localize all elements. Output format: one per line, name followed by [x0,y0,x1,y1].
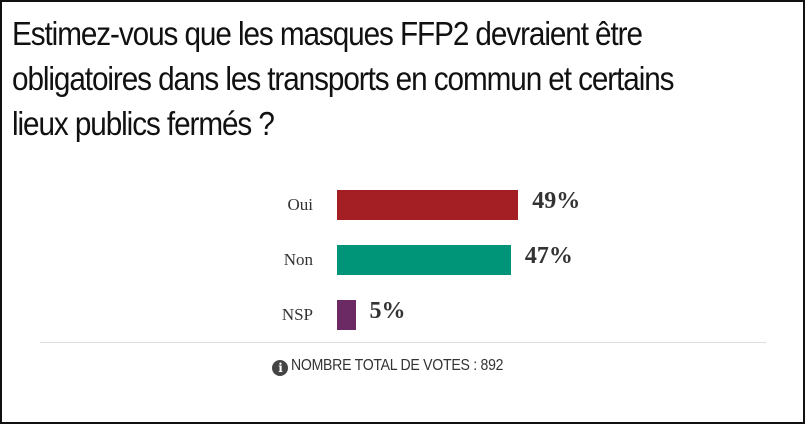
bar-row-non: Non 47% [2,243,803,275]
bar-oui [337,190,519,220]
bar-row-nsp: NSP 5% [2,298,803,330]
vote-total-text: NOMBRE TOTAL DE VOTES : 892 [291,357,504,374]
bar-value-nsp: 5% [369,298,406,324]
bar-non [337,245,511,275]
vote-total: i NOMBRE TOTAL DE VOTES : 892 [2,357,803,376]
bar-label-nsp: NSP [281,305,313,324]
bar-nsp [337,300,356,330]
divider [40,342,766,343]
bar-label-oui: Oui [287,195,314,214]
bar-value-non: 47% [524,243,573,269]
bar-value-oui: 49% [532,188,581,214]
poll-results-chart: Oui 49% Non 47% NSP 5% [2,182,803,342]
poll-question: Estimez-vous que les masques FFP2 devrai… [12,15,675,142]
bar-label-non: Non [283,250,313,269]
info-icon: i [272,360,289,376]
bar-row-oui: Oui 49% [2,188,803,220]
